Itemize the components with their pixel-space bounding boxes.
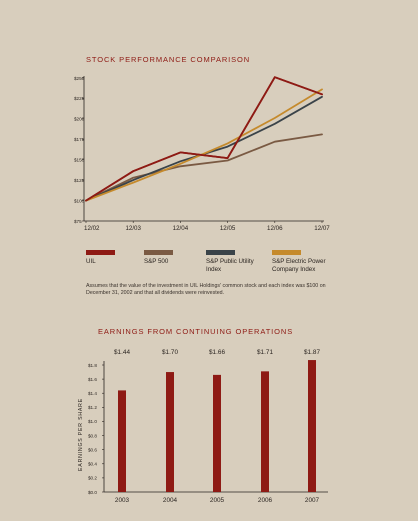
legend-swatch-electric [272,250,301,255]
y-tick-label: $1.4 [88,391,97,396]
x-tick-label: 12/07 [314,225,330,232]
earnings-chart-title: EARNINGS FROM CONTINUING OPERATIONS [98,327,294,336]
x-tick-label: 12/05 [220,225,236,232]
bar-2007 [308,360,316,492]
y-tick-label: $0.0 [88,490,97,495]
stock-chart-footnote: Assumes that the value of the investment… [86,283,326,296]
earnings-per-share-chart: $0.0 $0.2 $0.4 $0.6 $0.8 $1.0 $1.2 $1.4 $1.6 $1.8… [78,349,328,504]
y-tick-label: $75 [74,219,82,224]
y-tick-label: $1.2 [88,405,97,410]
x-tick-label: 12/04 [173,225,189,232]
x-tick-label: 2004 [163,497,178,504]
series-line-1 [85,76,323,202]
bar-value-label: $1.66 [209,349,225,356]
x-tick-label: 2005 [210,497,225,504]
stock-chart-title: STOCK PERFORMANCE COMPARISON [86,55,251,64]
legend-item-uil: UIL [86,250,136,266]
x-tick-label: 12/06 [267,225,283,232]
y-tick-label: $0.2 [88,476,97,481]
series-line-uil-top [85,76,323,202]
x-tick-label: 12/02 [84,225,100,232]
legend-item-utility: S&P Public Utility Index [206,250,261,274]
bar-2004 [166,372,174,492]
y-tick-label: $0.4 [88,462,97,467]
series-line-3 [85,95,323,202]
y-tick-label: $1.0 [88,419,97,424]
y-axis-label: EARNINGS PER SHARE [78,398,84,471]
bar-2003 [118,390,126,492]
legend-label-electric: S&P Electric Power Company Index [272,258,326,273]
legend-item-sp500: S&P 500 [144,250,199,266]
legend-label-uil: UIL [86,258,96,265]
legend-swatch-sp500 [144,250,173,255]
y-tick-label: $0.6 [88,447,97,452]
y-tick-label: $250 [74,76,85,81]
stock-chart-legend: UIL S&P 500 S&P Public Utility Index S&P… [86,250,386,280]
y-tick-label: $125 [74,178,85,183]
y-tick-label: $175 [74,137,85,142]
bar-value-label: $1.70 [162,349,178,356]
y-tick-label: $225 [74,96,85,101]
series-line-2 [85,133,323,202]
y-tick-label: $150 [74,158,85,163]
x-tick-label: 12/03 [125,225,141,232]
x-tick-label: 2006 [258,497,273,504]
legend-label-utility: S&P Public Utility Index [206,258,254,273]
legend-label-sp500: S&P 500 [144,258,169,265]
y-tick-label: $100 [74,198,85,203]
legend-swatch-uil [86,250,115,255]
y-tick-label: $1.6 [88,377,97,382]
legend-swatch-utility [206,250,235,255]
stock-performance-chart: $75 $100 $125 $150 $175 $200 $225 $250 12/02 12/0… [74,76,330,232]
bar-2005 [213,374,221,492]
bar-2006 [261,371,269,492]
bar-value-label: $1.71 [257,349,273,356]
y-tick-label: $1.8 [88,363,97,368]
x-tick-label: 2007 [305,497,320,504]
bar-value-label: $1.44 [114,349,130,356]
legend-item-electric: S&P Electric Power Company Index [272,250,352,274]
series-line-4 [85,88,323,202]
x-tick-label: 2003 [115,497,130,504]
y-tick-label: $200 [74,117,85,122]
bar-value-label: $1.87 [304,349,320,356]
y-tick-label: $0.8 [88,433,97,438]
